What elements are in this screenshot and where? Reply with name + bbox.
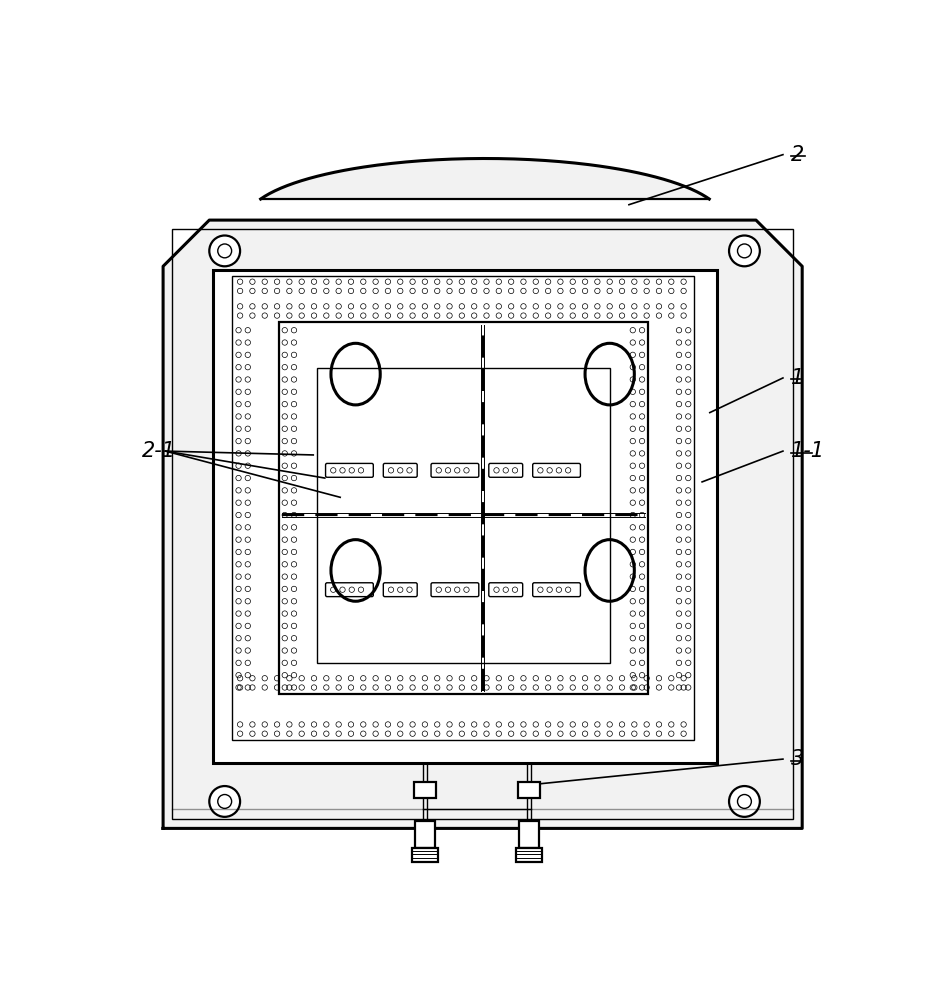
Circle shape xyxy=(209,235,241,266)
Text: 3: 3 xyxy=(791,749,804,769)
Text: 2-1: 2-1 xyxy=(142,441,176,461)
Bar xyxy=(516,848,542,862)
Polygon shape xyxy=(260,159,709,199)
Circle shape xyxy=(218,795,232,808)
Bar xyxy=(172,229,793,819)
Circle shape xyxy=(738,795,751,808)
Bar xyxy=(519,821,539,848)
Circle shape xyxy=(218,244,232,258)
Circle shape xyxy=(738,244,751,258)
Bar xyxy=(232,276,694,740)
Text: 1: 1 xyxy=(791,368,804,388)
Bar xyxy=(414,782,436,798)
Bar xyxy=(412,848,438,862)
Circle shape xyxy=(729,235,759,266)
Bar xyxy=(213,270,718,763)
Circle shape xyxy=(729,786,759,817)
Polygon shape xyxy=(163,220,802,828)
Text: 2: 2 xyxy=(791,145,804,165)
Bar xyxy=(278,322,648,694)
Bar xyxy=(415,821,435,848)
Circle shape xyxy=(209,786,241,817)
Text: 1-1: 1-1 xyxy=(791,441,825,461)
Bar xyxy=(317,368,610,663)
Bar xyxy=(518,782,540,798)
